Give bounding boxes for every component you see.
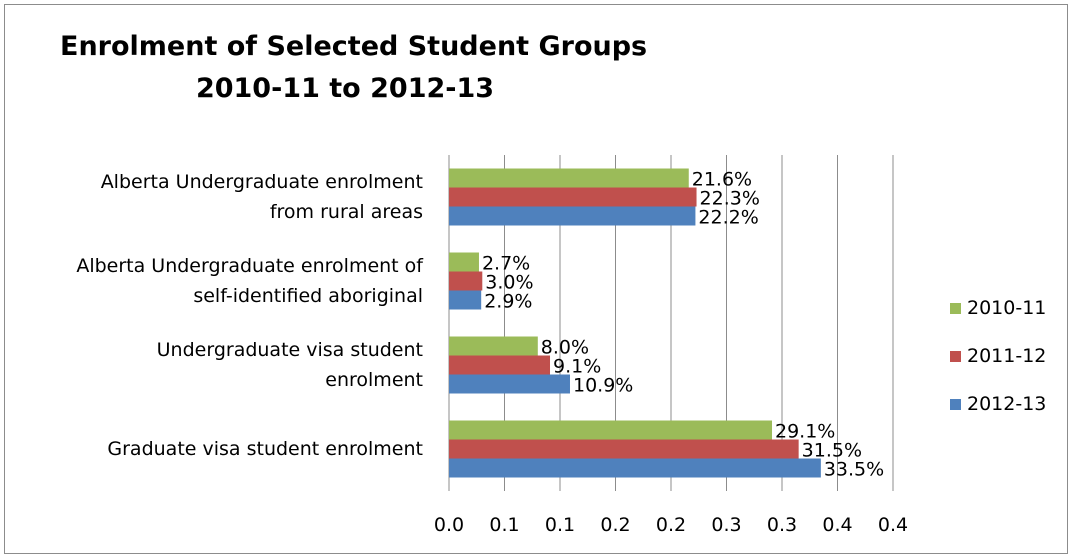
x-tick-label: 0.0 xyxy=(434,514,464,536)
bar xyxy=(449,206,696,226)
bar xyxy=(449,271,483,291)
x-tick-label: 0.1 xyxy=(489,514,519,536)
bar xyxy=(449,355,551,375)
bar xyxy=(449,168,689,188)
bar xyxy=(449,374,570,394)
category-label: enrolment xyxy=(325,369,423,391)
category-label: Undergraduate visa student xyxy=(157,339,423,361)
data-label: 8.0% xyxy=(541,337,589,359)
data-label: 22.2% xyxy=(698,207,758,229)
legend-swatch xyxy=(950,302,961,314)
chart-title-line-2: 2010-11 to 2012-13 xyxy=(195,73,495,104)
x-tick-label: 0.3 xyxy=(711,514,741,536)
data-label: 2.9% xyxy=(484,291,532,313)
bar xyxy=(449,187,697,207)
category-label: self-identified aboriginal xyxy=(193,285,423,307)
legend-item: 2010-11 xyxy=(950,284,1046,332)
bar xyxy=(449,420,773,440)
legend-label: 2010-11 xyxy=(967,297,1047,319)
legend: 2010-11 2011-12 2012-13 xyxy=(950,284,1046,428)
bar xyxy=(449,290,482,310)
category-label: from rural areas xyxy=(270,201,423,223)
x-tick-label: 0.1 xyxy=(545,514,575,536)
legend-label: 2011-12 xyxy=(967,345,1047,367)
legend-label: 2012-13 xyxy=(967,393,1047,415)
data-label: 9.1% xyxy=(553,356,601,378)
data-label: 22.3% xyxy=(700,188,760,210)
bar xyxy=(449,336,538,356)
legend-item: 2011-12 xyxy=(950,332,1046,380)
category-label: Alberta Undergraduate enrolment of xyxy=(76,255,424,277)
legend-swatch xyxy=(950,398,961,410)
category-label: Alberta Undergraduate enrolment xyxy=(101,171,423,193)
data-label: 2.7% xyxy=(482,253,530,275)
data-label: 10.9% xyxy=(573,375,633,397)
x-tick-label: 0.3 xyxy=(767,514,797,536)
legend-swatch xyxy=(950,350,961,362)
data-label: 3.0% xyxy=(485,272,533,294)
bar xyxy=(449,252,479,272)
legend-item: 2012-13 xyxy=(950,380,1046,428)
x-tick-label: 0.4 xyxy=(822,514,852,536)
data-label: 21.6% xyxy=(692,169,752,191)
category-label: Graduate visa student enrolment xyxy=(107,438,423,460)
data-label: 31.5% xyxy=(802,440,862,462)
chart-title: Enrolment of Selected Student Groups 201… xyxy=(60,26,648,110)
x-tick-label: 0.2 xyxy=(600,514,630,536)
bar xyxy=(449,439,799,459)
x-tick-label: 0.4 xyxy=(878,514,908,536)
x-tick-label: 0.2 xyxy=(656,514,686,536)
data-label: 29.1% xyxy=(775,421,835,443)
chart-title-line-1: Enrolment of Selected Student Groups xyxy=(60,31,648,62)
data-label: 33.5% xyxy=(824,459,884,481)
bar xyxy=(449,458,821,478)
